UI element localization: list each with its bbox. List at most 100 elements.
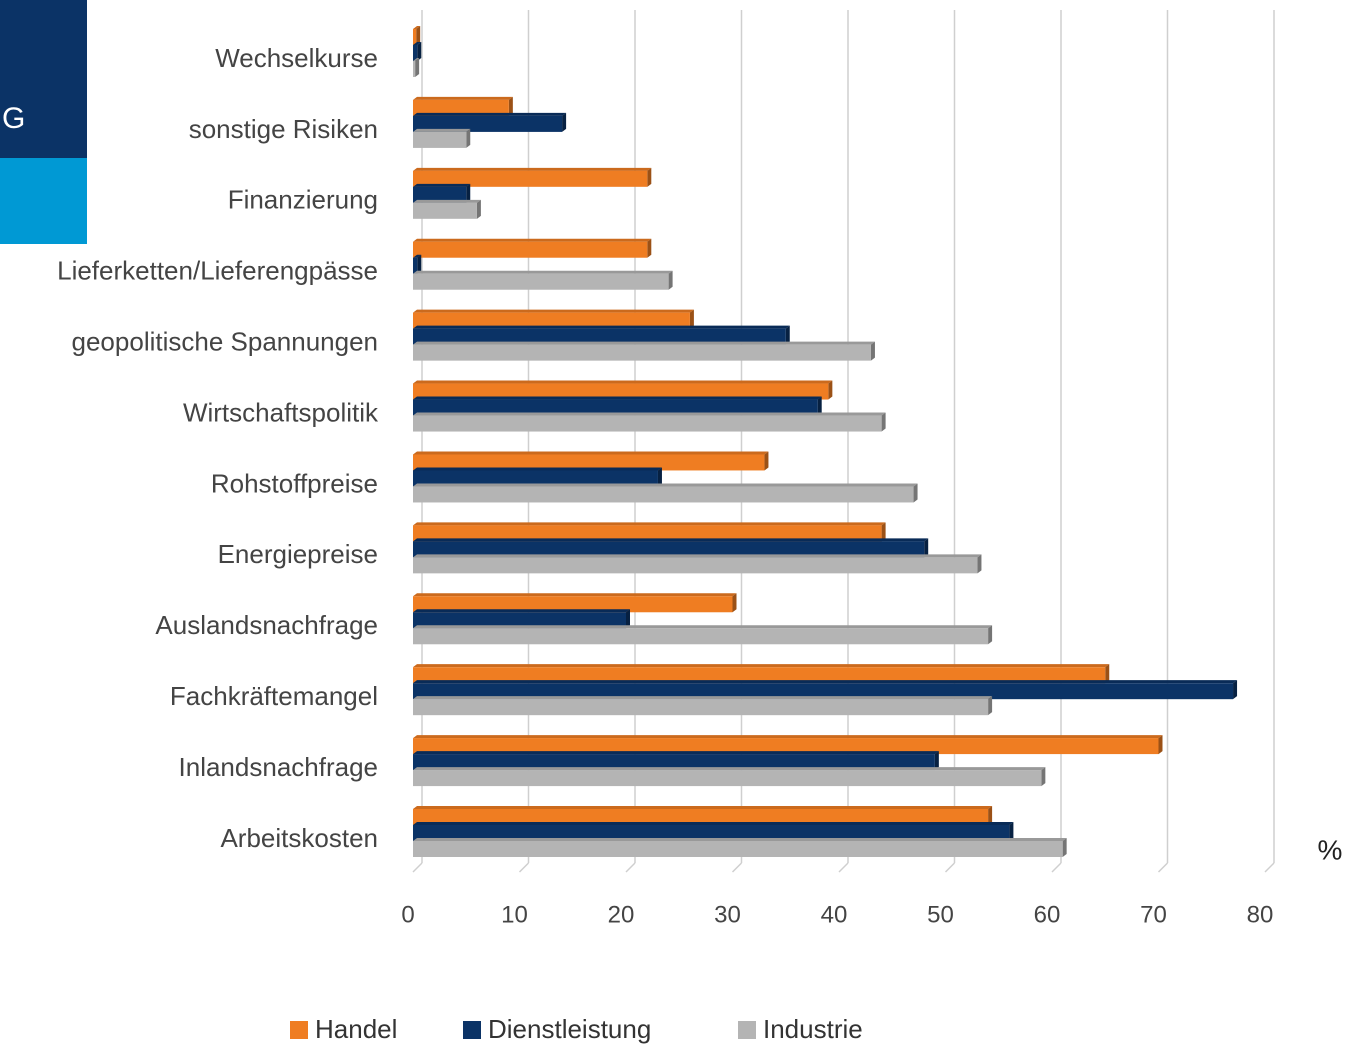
- bar-side: [416, 26, 421, 45]
- bar: [413, 699, 989, 716]
- bar: [413, 415, 882, 432]
- bar: [413, 596, 733, 613]
- bar-top: [413, 554, 982, 558]
- bar-top: [413, 112, 567, 116]
- bar: [413, 841, 1063, 857]
- bar-top: [413, 325, 790, 329]
- bar-side: [417, 42, 422, 61]
- bar-top: [413, 625, 993, 629]
- bar-side: [881, 522, 886, 542]
- bar: [413, 328, 786, 345]
- bar-top: [413, 412, 886, 416]
- bar-top: [413, 270, 673, 274]
- y-tick-label: Energiepreise: [218, 539, 378, 569]
- bar-top: [413, 822, 1014, 825]
- bar-top: [413, 538, 929, 542]
- unit-label: %: [1318, 834, 1343, 865]
- bar-top: [413, 254, 422, 258]
- bar: [413, 257, 418, 274]
- bar: [413, 809, 989, 825]
- bar-top: [413, 58, 420, 61]
- legend-label: Industrie: [763, 1014, 863, 1044]
- bar-side: [732, 593, 737, 613]
- bar-side: [1062, 838, 1067, 857]
- bar-side: [988, 806, 993, 825]
- y-tick-label: Lieferketten/Lieferengpässe: [57, 256, 378, 286]
- y-tick-label: Fachkräftemangel: [170, 681, 378, 711]
- bar: [413, 525, 882, 542]
- x-tick-label: 10: [501, 901, 528, 928]
- bar-side: [1158, 735, 1163, 755]
- bar-top: [413, 522, 886, 526]
- x-tick-label: 60: [1034, 901, 1061, 928]
- y-tick-label: Finanzierung: [228, 185, 378, 215]
- sidebar-label: G: [2, 102, 25, 135]
- bar-side: [924, 538, 929, 558]
- bar-top: [413, 838, 1067, 841]
- bar-side: [689, 309, 694, 329]
- bar: [413, 825, 1010, 841]
- bar-side: [934, 751, 939, 771]
- x-tick-label: 0: [401, 901, 414, 928]
- y-tick-label: sonstige Risiken: [189, 114, 378, 144]
- y-tick-label: Arbeitskosten: [220, 823, 378, 853]
- bar-top: [413, 735, 1163, 739]
- bar: [413, 45, 418, 61]
- bar-top: [413, 467, 662, 471]
- bar: [413, 29, 417, 45]
- bar: [413, 557, 978, 574]
- bar: [413, 383, 829, 400]
- bar: [413, 61, 416, 77]
- grid-floor: [518, 862, 530, 873]
- x-tick-label: 30: [714, 901, 741, 928]
- bar: [413, 312, 690, 329]
- bar-side: [1041, 767, 1046, 787]
- bar-side: [417, 254, 422, 274]
- bar: [413, 99, 509, 116]
- x-tick-label: 50: [927, 901, 954, 928]
- bar: [413, 115, 563, 132]
- bar-top: [413, 609, 630, 613]
- bar-side: [1105, 664, 1110, 684]
- bar-side: [817, 396, 822, 416]
- bar: [413, 344, 871, 361]
- grid-floor: [731, 862, 743, 873]
- bar: [413, 170, 648, 187]
- bar-top: [413, 341, 875, 345]
- bar-top: [413, 696, 993, 700]
- bar: [413, 186, 467, 203]
- bar-side: [647, 238, 652, 258]
- bar-side: [647, 167, 652, 187]
- bar-side: [870, 341, 875, 361]
- legend-label: Handel: [315, 1014, 397, 1044]
- bar-side: [466, 128, 471, 148]
- bar: [413, 470, 658, 487]
- bar-top: [413, 593, 737, 597]
- bar-side: [977, 554, 982, 574]
- bar: [413, 683, 1234, 700]
- bar: [413, 399, 818, 416]
- x-tick-label: 20: [608, 901, 635, 928]
- bar-side: [466, 183, 471, 203]
- bar-side: [657, 467, 662, 487]
- bar: [413, 667, 1106, 684]
- bar-top: [413, 767, 1046, 771]
- bar-side: [828, 380, 833, 400]
- bar-side: [988, 696, 993, 716]
- y-tick-label: Rohstoffpreise: [211, 468, 378, 498]
- bar-top: [413, 680, 1238, 684]
- bar-top: [413, 238, 652, 242]
- bar: [413, 131, 467, 148]
- legend-swatch: [738, 1021, 756, 1039]
- y-tick-label: geopolitische Spannungen: [72, 327, 378, 357]
- grid-floor: [1051, 862, 1062, 873]
- bar-top: [413, 664, 1110, 668]
- bar-top: [413, 42, 422, 45]
- grid-floor: [1264, 862, 1275, 873]
- bar: [413, 202, 477, 219]
- legend-swatch: [463, 1021, 481, 1039]
- bar: [413, 738, 1159, 755]
- bar-top: [413, 128, 471, 132]
- bar-side: [562, 112, 567, 132]
